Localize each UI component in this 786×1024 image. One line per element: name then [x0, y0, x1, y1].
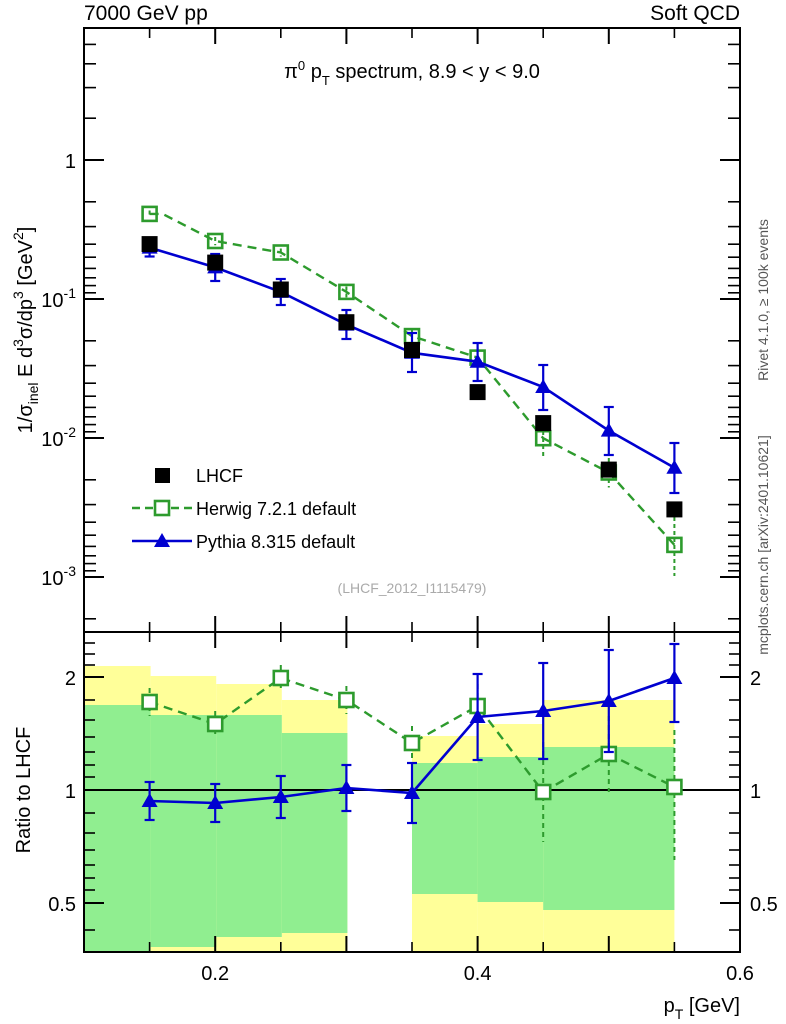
header-right: Soft QCD: [650, 2, 740, 25]
ratio-ytick-label-right-1: 1: [750, 781, 761, 803]
main-ytick-label-1: 1: [65, 151, 76, 173]
main-y-ticks: [84, 159, 740, 578]
legend-marker-herwig: [153, 499, 171, 517]
legend-label-pythia: Pythia 8.315 default: [196, 532, 355, 552]
side-text-mcplots: mcplots.cern.ch [arXiv:2401.10621]: [755, 435, 771, 654]
header-left: 7000 GeV pp: [84, 2, 208, 25]
ratio-ytick-label-2: 2: [65, 668, 76, 690]
svg-text:10-1: 10-1: [41, 285, 76, 312]
ratio-y-axis-label: Ratio to LHCF: [13, 727, 35, 854]
svg-text:10-2: 10-2: [41, 424, 76, 451]
ratio-x-ticks: [214, 632, 610, 952]
svg-text:π0 pT spectrum, 8.9 < y < 9.0: π0 pT spectrum, 8.9 < y < 9.0: [284, 58, 540, 88]
main-panel: π0 pT spectrum, 8.9 < y < 9.0: [10, 27, 741, 633]
xlabel-sub: T: [675, 1006, 684, 1022]
legend-label-herwig: Herwig 7.2.1 default: [196, 499, 356, 519]
ratio-panel: 2 1 0.5 2 1 0.5: [13, 631, 778, 1022]
xtick-label-0.2: 0.2: [201, 963, 229, 985]
main-y-axis-label: 1/σinel E d3σ/dp3 [GeV2]: [10, 227, 41, 434]
svg-text:1/σinel E d3σ/dp3 [GeV2]: 1/σinel E d3σ/dp3 [GeV2]: [10, 227, 41, 434]
ratio-ytick-label-right-0.5: 0.5: [750, 894, 778, 916]
xtick-label-0.4: 0.4: [464, 963, 492, 985]
svg-text:10-3: 10-3: [41, 563, 76, 590]
legend-marker-pythia: [154, 533, 170, 547]
x-axis-label: pT [GeV]: [664, 995, 740, 1022]
main-x-ticks: [214, 28, 610, 632]
main-x-minor-ticks: [148, 28, 676, 632]
ratio-x-minor-ticks: [148, 632, 676, 952]
ratio-y-minor-ticks: [84, 642, 740, 931]
ratio-ytick-label-right-2: 2: [750, 668, 761, 690]
series-pythia-main: [141, 237, 683, 495]
main-y-minor-ticks: [84, 43, 740, 620]
legend-marker-lhcf: [155, 468, 170, 483]
watermark-label: (LHCF_2012_I1115479): [338, 580, 487, 596]
ratio-ytick-label-0.5: 0.5: [48, 894, 76, 916]
title-p: p: [311, 61, 322, 83]
series-lhcf-main: [141, 236, 683, 518]
main-ytick-label-0.001: 10-3: [41, 563, 76, 590]
title-rest: spectrum, 8.9 < y < 9.0: [330, 61, 540, 83]
xlabel-p: p: [664, 995, 675, 1017]
title-p-sub: T: [322, 73, 330, 88]
title-pi: π: [284, 61, 298, 83]
side-text-rivet: Rivet 4.1.0, ≥ 100k events: [755, 219, 771, 381]
legend: LHCF Herwig 7.2.1 default Pythia 8.315 d…: [132, 466, 356, 552]
ratio-y-ticks: [84, 676, 740, 904]
series-herwig-main: [141, 205, 683, 576]
ratio-ytick-label-1: 1: [65, 781, 76, 803]
xlabel-unit: [GeV]: [683, 995, 740, 1017]
series-pythia-ratio: [141, 642, 683, 825]
main-ytick-label-0.1: 10-1: [41, 285, 76, 312]
xtick-label-0.6: 0.6: [726, 963, 754, 985]
title-pi-sup: 0: [298, 58, 305, 73]
svg-text:pT [GeV]: pT [GeV]: [664, 995, 740, 1022]
main-ytick-label-0.01: 10-2: [41, 424, 76, 451]
legend-label-lhcf: LHCF: [196, 466, 243, 486]
plot-title: π0 pT spectrum, 8.9 < y < 9.0: [284, 58, 540, 88]
